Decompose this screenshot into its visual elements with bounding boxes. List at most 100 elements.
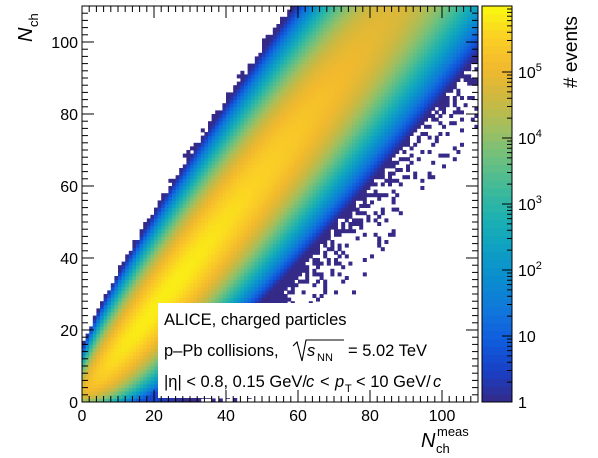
heatmap-cell [254, 132, 259, 136]
heatmap-cell [290, 45, 295, 50]
heatmap-cell [132, 258, 137, 262]
heatmap-cell [161, 283, 166, 288]
heatmap-cell [312, 52, 317, 57]
heatmap-cell [215, 243, 220, 248]
heatmap-cell [233, 150, 238, 154]
heatmap-cell [272, 175, 277, 180]
heatmap-cell [233, 106, 238, 111]
heatmap-cell [211, 268, 216, 273]
heatmap-cell [283, 132, 288, 136]
heatmap-cell [301, 99, 306, 104]
heatmap-cell [215, 132, 220, 136]
heatmap-cell [262, 164, 266, 169]
heatmap-cell [323, 60, 328, 64]
heatmap-cell [330, 88, 335, 93]
heatmap-cell [154, 207, 158, 212]
heatmap-cell [287, 42, 292, 46]
heatmap-cell [182, 164, 187, 169]
heatmap-cell [272, 63, 277, 68]
heatmap-cell [222, 200, 227, 205]
heatmap-cell [269, 34, 274, 39]
heatmap-cell [193, 290, 198, 295]
heatmap-cell [316, 16, 320, 21]
heatmap-cell [280, 124, 284, 129]
heatmap-cell [157, 222, 162, 226]
heatmap-cell [269, 106, 274, 111]
heatmap-cell [348, 171, 353, 176]
heatmap-cell [236, 114, 241, 118]
heatmap-cell [85, 337, 90, 342]
heatmap-cell [359, 153, 364, 158]
heatmap-cell [305, 175, 310, 180]
heatmap-cell [294, 178, 299, 183]
heatmap-cell [125, 290, 130, 295]
heatmap-cell [330, 207, 335, 212]
heatmap-cell [143, 247, 148, 252]
heatmap-cell [182, 272, 187, 277]
heatmap-cell [326, 178, 331, 183]
heatmap-cell [362, 272, 367, 277]
heatmap-cell [211, 250, 216, 255]
heatmap-cell [319, 157, 324, 162]
heatmap-cell [85, 366, 90, 370]
heatmap-cell [240, 117, 245, 122]
heatmap-cell [287, 200, 292, 205]
heatmap-cell [143, 254, 148, 259]
heatmap-cell [218, 193, 223, 198]
heatmap-cell [308, 171, 313, 176]
heatmap-cell [244, 175, 248, 180]
heatmap-cell [348, 139, 353, 144]
heatmap-cell [100, 348, 104, 352]
heatmap-cell [154, 222, 158, 226]
heatmap-cell [319, 117, 324, 122]
heatmap-cell [136, 308, 140, 313]
heatmap-cell [301, 103, 306, 108]
heatmap-cell [301, 175, 306, 180]
heatmap-cell [348, 261, 353, 266]
heatmap-cell [197, 272, 202, 277]
heatmap-cell [150, 376, 155, 381]
heatmap-cell [305, 13, 310, 18]
heatmap-cell [175, 189, 180, 194]
heatmap-cell [114, 340, 119, 345]
heatmap-cell [294, 34, 299, 39]
heatmap-cell [355, 20, 360, 25]
heatmap-cell [107, 340, 112, 345]
heatmap-cell [168, 236, 173, 241]
heatmap-cell [312, 60, 317, 64]
heatmap-cell [269, 189, 274, 194]
heatmap-cell [265, 128, 270, 133]
heatmap-cell [114, 297, 119, 302]
heatmap-cell [251, 247, 256, 252]
heatmap-cell [283, 117, 288, 122]
heatmap-cell [337, 193, 342, 198]
heatmap-cell [182, 178, 187, 183]
heatmap-cell [280, 200, 284, 205]
heatmap-cell [262, 254, 266, 259]
heatmap-cell [125, 322, 130, 327]
heatmap-cell [348, 229, 353, 234]
heatmap-cell [287, 38, 292, 43]
heatmap-cell [323, 67, 328, 72]
heatmap-cell [218, 153, 223, 158]
heatmap-cell [244, 272, 248, 277]
heatmap-cell [125, 394, 130, 399]
heatmap-cell [200, 178, 205, 183]
heatmap-cell [251, 254, 256, 259]
heatmap-cell [316, 157, 320, 162]
heatmap-cell [172, 178, 176, 183]
heatmap-cell [193, 189, 198, 194]
heatmap-cell [283, 283, 288, 288]
heatmap-cell [305, 178, 310, 183]
heatmap-cell [294, 150, 299, 154]
heatmap-cell [251, 250, 256, 255]
heatmap-cell [208, 265, 212, 270]
heatmap-cell [262, 103, 266, 108]
heatmap-cell [294, 160, 299, 165]
heatmap-cell [262, 124, 266, 129]
heatmap-cell [125, 315, 130, 320]
heatmap-cell [272, 45, 277, 50]
heatmap-cell [218, 236, 223, 241]
heatmap-cell [312, 222, 317, 226]
heatmap-cell [330, 150, 335, 154]
